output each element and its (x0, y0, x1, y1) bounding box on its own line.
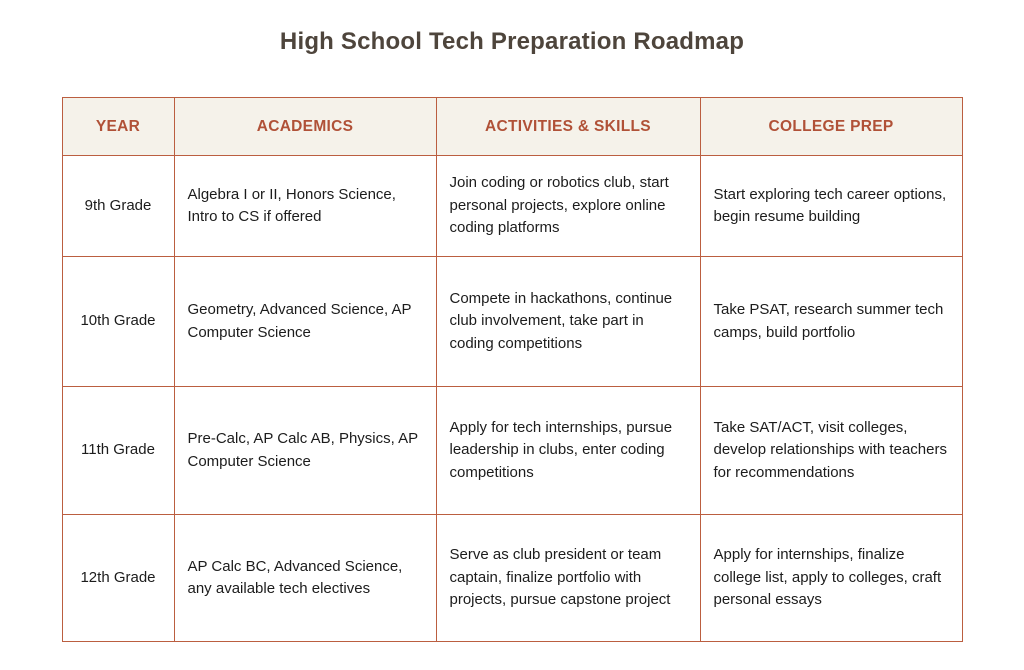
academics-cell: AP Calc BC, Advanced Science, any availa… (173, 514, 437, 642)
column-header-year: YEAR (61, 97, 175, 156)
activities-cell: Serve as club president or team captain,… (435, 514, 701, 642)
table-row-9th-grade: 9th Grade Algebra I or II, Honors Scienc… (61, 155, 963, 257)
college-prep-cell: Take SAT/ACT, visit colleges, develop re… (699, 386, 963, 515)
activities-cell: Compete in hackathons, continue club inv… (435, 256, 701, 387)
academics-cell: Algebra I or II, Honors Science, Intro t… (173, 155, 437, 257)
academics-cell: Geometry, Advanced Science, AP Computer … (173, 256, 437, 387)
column-header-academics: ACADEMICS (173, 97, 437, 156)
activities-cell: Apply for tech internships, pursue leade… (435, 386, 701, 515)
year-cell: 12th Grade (61, 514, 175, 642)
year-cell: 10th Grade (61, 256, 175, 387)
table-row-11th-grade: 11th Grade Pre-Calc, AP Calc AB, Physics… (61, 386, 963, 515)
college-prep-cell: Take PSAT, research summer tech camps, b… (699, 256, 963, 387)
college-prep-cell: Start exploring tech career options, beg… (699, 155, 963, 257)
table-row-10th-grade: 10th Grade Geometry, Advanced Science, A… (61, 256, 963, 387)
academics-cell: Pre-Calc, AP Calc AB, Physics, AP Comput… (173, 386, 437, 515)
year-cell: 9th Grade (61, 155, 175, 257)
table-row-12th-grade: 12th Grade AP Calc BC, Advanced Science,… (61, 514, 963, 642)
table-header-row: YEAR ACADEMICS ACTIVITIES & SKILLS COLLE… (61, 97, 963, 156)
year-cell: 11th Grade (61, 386, 175, 515)
roadmap-table: YEAR ACADEMICS ACTIVITIES & SKILLS COLLE… (61, 97, 963, 642)
page-title: High School Tech Preparation Roadmap (279, 28, 745, 55)
column-header-college-prep: COLLEGE PREP (699, 97, 963, 156)
college-prep-cell: Apply for internships, finalize college … (699, 514, 963, 642)
column-header-activities-skills: ACTIVITIES & SKILLS (435, 97, 701, 156)
activities-cell: Join coding or robotics club, start pers… (435, 155, 701, 257)
